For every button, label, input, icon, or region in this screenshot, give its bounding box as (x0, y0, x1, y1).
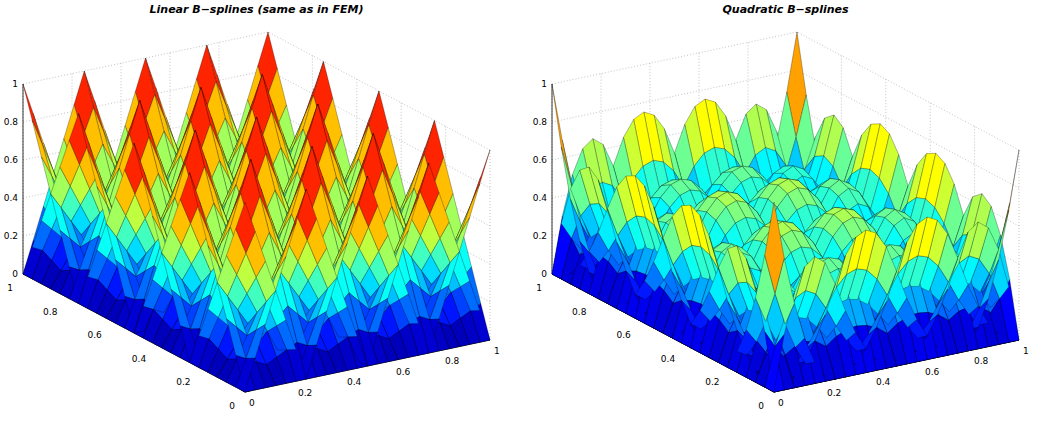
svg-text:0.2: 0.2 (705, 377, 719, 387)
svg-text:0: 0 (229, 401, 235, 411)
svg-text:0.2: 0.2 (827, 388, 841, 398)
svg-text:0.8: 0.8 (4, 117, 19, 127)
svg-text:0.6: 0.6 (616, 330, 631, 340)
svg-text:0.4: 0.4 (876, 377, 891, 387)
svg-text:0.6: 0.6 (87, 330, 102, 340)
svg-text:1: 1 (12, 79, 18, 89)
svg-text:0.8: 0.8 (533, 117, 548, 127)
svg-text:1: 1 (1023, 346, 1029, 356)
svg-text:0.6: 0.6 (925, 367, 940, 377)
svg-text:1: 1 (7, 283, 13, 293)
svg-text:0.6: 0.6 (533, 155, 548, 165)
svg-text:0.2: 0.2 (4, 231, 18, 241)
svg-text:1: 1 (541, 79, 547, 89)
svg-text:0.8: 0.8 (572, 307, 587, 317)
svg-text:0.8: 0.8 (445, 356, 460, 366)
svg-text:0: 0 (758, 401, 764, 411)
svg-text:Quadratic B−splines: Quadratic B−splines (722, 3, 849, 16)
svg-text:0.6: 0.6 (4, 155, 19, 165)
svg-text:1: 1 (536, 283, 542, 293)
svg-text:0.8: 0.8 (43, 307, 58, 317)
svg-text:0.2: 0.2 (533, 231, 547, 241)
svg-text:Linear B−splines (same as in F: Linear B−splines (same as in FEM) (150, 3, 364, 16)
svg-text:0.6: 0.6 (396, 367, 411, 377)
svg-text:0.8: 0.8 (974, 356, 989, 366)
svg-text:0: 0 (12, 269, 18, 279)
svg-text:0: 0 (778, 398, 784, 408)
svg-text:0.4: 0.4 (4, 193, 19, 203)
svg-text:0.4: 0.4 (347, 377, 362, 387)
svg-text:0: 0 (249, 398, 255, 408)
svg-text:0.4: 0.4 (661, 354, 676, 364)
svg-text:0.2: 0.2 (176, 377, 190, 387)
svg-text:1: 1 (494, 346, 500, 356)
svg-text:0: 0 (541, 269, 547, 279)
svg-text:0.2: 0.2 (298, 388, 312, 398)
svg-text:0.4: 0.4 (132, 354, 147, 364)
svg-text:0.4: 0.4 (533, 193, 548, 203)
